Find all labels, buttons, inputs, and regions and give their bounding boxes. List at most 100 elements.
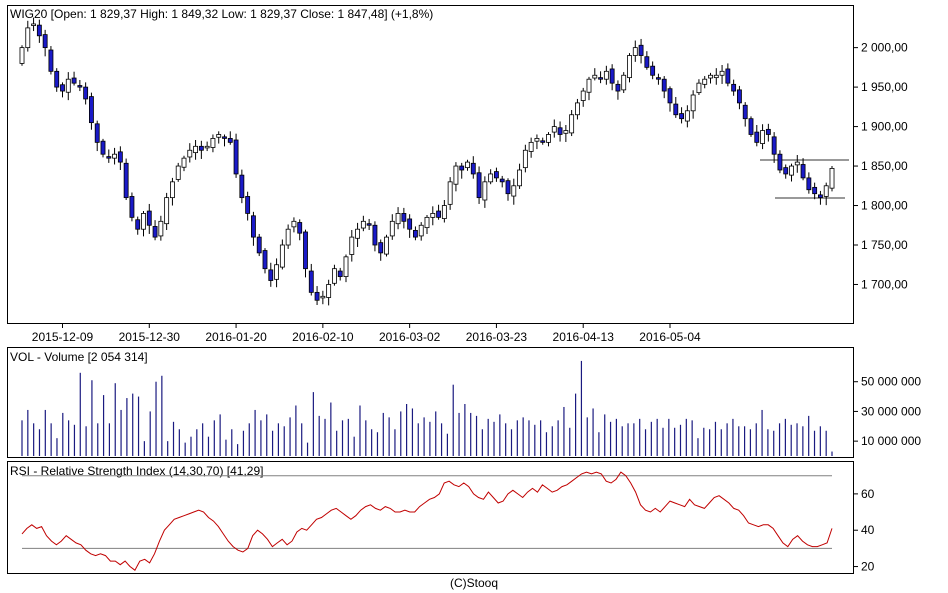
- candle-up: [210, 138, 216, 148]
- candle-down: [198, 145, 204, 151]
- candle-up: [193, 145, 198, 154]
- candle-up: [528, 141, 534, 152]
- candle-down: [135, 219, 141, 230]
- candle-up: [204, 145, 210, 149]
- candle-up: [794, 161, 800, 166]
- volume-panel: VOL - Volume [2 054 314] 10 000 000 30 00…: [7, 347, 921, 458]
- candle-up: [274, 264, 279, 280]
- candle-up: [517, 169, 522, 187]
- candle-down: [222, 136, 227, 139]
- candle-down: [679, 113, 684, 120]
- candle-down: [748, 118, 754, 135]
- rsi-line: [21, 471, 833, 571]
- candle-up: [627, 55, 632, 79]
- candle-up: [389, 220, 395, 237]
- candle-down: [60, 84, 65, 92]
- candle-up: [326, 284, 332, 298]
- candle-up: [164, 197, 170, 225]
- candle-down: [372, 224, 378, 246]
- candle-down: [494, 171, 499, 179]
- candle-up: [546, 134, 551, 143]
- candle-down: [314, 291, 320, 301]
- candle-up: [702, 78, 708, 85]
- price-x-tick-label: 2016-05-04: [639, 330, 701, 344]
- candle-up: [551, 126, 557, 133]
- candle-down: [123, 162, 129, 199]
- candle-down: [251, 215, 256, 238]
- rsi-y-tick-label: 40: [861, 523, 875, 537]
- price-y-tick-label: 1 800,00: [861, 199, 908, 213]
- candle-down: [146, 210, 152, 226]
- candle-down: [152, 226, 158, 238]
- candle-up: [760, 130, 765, 144]
- candle-down: [245, 196, 251, 214]
- candle-up: [696, 82, 702, 94]
- candle-up: [216, 134, 222, 138]
- candle-down: [262, 250, 268, 270]
- candle-up: [112, 153, 117, 159]
- price-y-tick-label: 1 750,00: [861, 238, 908, 252]
- rsi-y-tick-label: 20: [861, 560, 875, 574]
- candle-up: [603, 70, 609, 80]
- candle-up: [19, 47, 25, 64]
- candle-down: [337, 270, 343, 277]
- candle-up: [684, 110, 690, 122]
- candle-down: [742, 104, 748, 120]
- candle-down: [598, 77, 603, 80]
- candle-down: [83, 86, 89, 100]
- candle-up: [465, 161, 470, 169]
- candle-down: [77, 85, 83, 88]
- candle-up: [621, 74, 627, 91]
- rsi-panel-frame: [7, 461, 854, 574]
- candle-down: [94, 123, 100, 143]
- candle-down: [303, 231, 308, 270]
- candle-down: [401, 213, 407, 222]
- price-x-tick-label: 2016-03-02: [379, 330, 441, 344]
- candle-up: [829, 168, 835, 189]
- rsi-panel: RSI - Relative Strength Index (14,30,70)…: [7, 461, 875, 574]
- candle-up: [511, 185, 517, 197]
- candle-down: [117, 151, 123, 163]
- candle-down: [661, 78, 667, 92]
- volume-y-tick-label: 50 000 000: [861, 375, 921, 389]
- candle-down: [297, 222, 303, 234]
- candle-down: [725, 68, 731, 84]
- price-x-tick-label: 2015-12-30: [119, 330, 181, 344]
- candle-down: [540, 140, 546, 143]
- candle-up: [488, 173, 494, 183]
- candle-up: [181, 157, 187, 168]
- price-y-tick-label: 1 700,00: [861, 277, 908, 291]
- candle-down: [737, 89, 742, 104]
- candle-down: [48, 49, 54, 72]
- candle-up: [285, 228, 291, 246]
- price-y-axis: 1 700,00 1 750,00 1 800,00 1 850,00 1 900,00…: [853, 41, 908, 291]
- price-panel: WIG20 [Open: 1 829,37 High: 1 849,32 Low…: [7, 5, 908, 344]
- candle-up: [355, 228, 360, 239]
- price-y-tick-label: 2 000,00: [861, 41, 908, 55]
- candle-up: [592, 74, 598, 79]
- candle-down: [673, 103, 679, 116]
- candle-down: [638, 44, 644, 56]
- candle-down: [36, 24, 42, 37]
- candle-up: [430, 213, 436, 218]
- candle-down: [557, 127, 563, 135]
- candle-down: [818, 194, 823, 199]
- candle-up: [789, 165, 794, 176]
- rsi-y-tick-label: 60: [861, 487, 875, 501]
- candle-down: [89, 96, 94, 124]
- price-y-tick-label: 1 850,00: [861, 159, 908, 173]
- candle-up: [158, 220, 164, 237]
- price-panel-title: WIG20 [Open: 1 829,37 High: 1 849,32 Low…: [10, 7, 433, 21]
- candle-up: [575, 102, 580, 116]
- price-candles: [19, 17, 835, 306]
- candle-down: [800, 164, 806, 179]
- candle-up: [447, 181, 453, 205]
- volume-panel-title: VOL - Volume [2 054 314]: [10, 350, 148, 364]
- candle-down: [615, 83, 621, 92]
- candle-down: [42, 34, 48, 49]
- candle-down: [667, 88, 673, 104]
- candle-up: [690, 94, 696, 112]
- candle-down: [407, 218, 413, 230]
- candle-up: [384, 236, 389, 255]
